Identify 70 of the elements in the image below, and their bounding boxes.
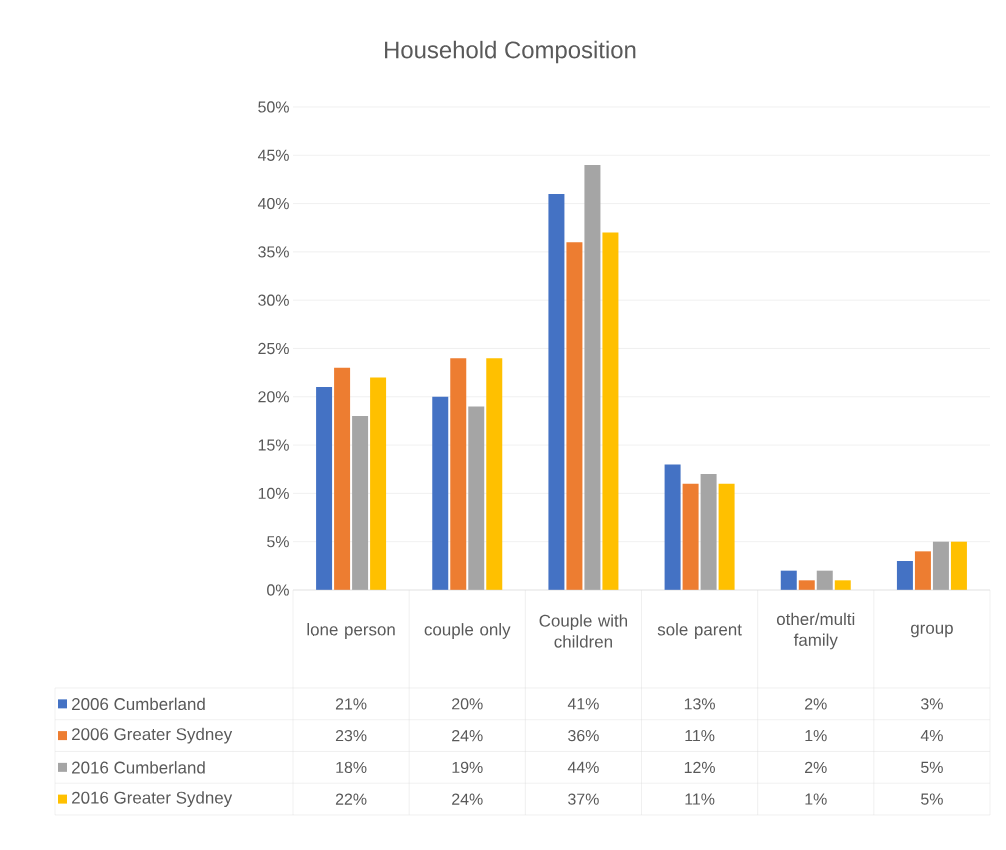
y-tick-label: 5% xyxy=(267,536,289,548)
data-label: 36% xyxy=(568,729,599,742)
legend-label: 2006 Cumberland xyxy=(72,697,205,711)
bar xyxy=(352,416,369,590)
y-tick-label: 45% xyxy=(257,149,289,161)
y-tick-label: 40% xyxy=(257,197,289,210)
legend-label: 2016 Cumberland xyxy=(72,761,205,774)
bar xyxy=(370,377,387,590)
data-label: 4% xyxy=(920,730,943,742)
data-label: 5% xyxy=(921,761,943,773)
bar xyxy=(682,483,699,590)
data-label: 19% xyxy=(452,761,483,773)
data-label: 22% xyxy=(335,793,367,805)
bar xyxy=(486,358,503,590)
y-tick-label: 10% xyxy=(258,487,289,500)
legend-label: 2016 Greater Sydney xyxy=(72,791,233,807)
x-tick-label: couple only xyxy=(424,623,511,639)
data-label: 18% xyxy=(336,761,367,773)
y-tick-label: 30% xyxy=(258,294,289,306)
data-label: 2% xyxy=(805,761,827,773)
data-label: 24% xyxy=(452,793,483,805)
bar xyxy=(566,242,583,590)
y-tick-label: 0% xyxy=(267,584,289,596)
data-label: 20% xyxy=(452,698,483,710)
data-label: 2% xyxy=(805,698,827,710)
bar xyxy=(798,580,815,590)
chart-title: Household Composition xyxy=(385,40,636,64)
data-label: 44% xyxy=(567,761,599,773)
bar xyxy=(432,396,449,590)
bar xyxy=(548,193,565,590)
data-label: 11% xyxy=(685,793,715,805)
x-tick-label: lone person xyxy=(307,623,395,639)
data-label: 21% xyxy=(335,698,367,710)
x-tick-label: group xyxy=(910,624,953,638)
data-label: 11% xyxy=(685,730,715,742)
y-tick-label: 50% xyxy=(258,101,289,113)
data-label: 24% xyxy=(452,730,483,742)
data-label: 5% xyxy=(921,793,943,805)
bar xyxy=(896,561,913,590)
data-label: 12% xyxy=(684,761,715,773)
bar xyxy=(316,387,333,590)
bar xyxy=(664,464,681,590)
data-label: 41% xyxy=(567,698,599,710)
x-tick-label: other/multi family xyxy=(776,612,855,650)
x-tick-label: Couple with children xyxy=(539,614,628,648)
y-tick-label: 15% xyxy=(258,439,289,451)
bar xyxy=(914,551,931,590)
data-label: 13% xyxy=(684,698,715,710)
y-tick-label: 35% xyxy=(258,246,289,258)
data-label: 1% xyxy=(805,793,827,805)
bar xyxy=(584,164,601,590)
bar xyxy=(700,474,717,590)
data-label: 37% xyxy=(568,793,599,805)
y-tick-label: 20% xyxy=(258,391,289,403)
bar xyxy=(780,570,797,590)
bar xyxy=(468,406,485,590)
legend-label: 2006 Greater Sydney xyxy=(72,727,233,744)
bar xyxy=(816,570,833,590)
bar xyxy=(602,232,619,590)
x-tick-label: sole parent xyxy=(657,623,742,639)
bar xyxy=(950,541,967,590)
y-tick-label: 25% xyxy=(258,342,289,355)
bar xyxy=(834,580,851,590)
bar xyxy=(932,541,949,590)
bar xyxy=(450,358,467,590)
data-label: 1% xyxy=(805,730,827,742)
bar xyxy=(334,367,351,590)
data-label: 3% xyxy=(921,698,943,710)
data-label: 23% xyxy=(335,729,367,742)
bar xyxy=(718,483,735,590)
